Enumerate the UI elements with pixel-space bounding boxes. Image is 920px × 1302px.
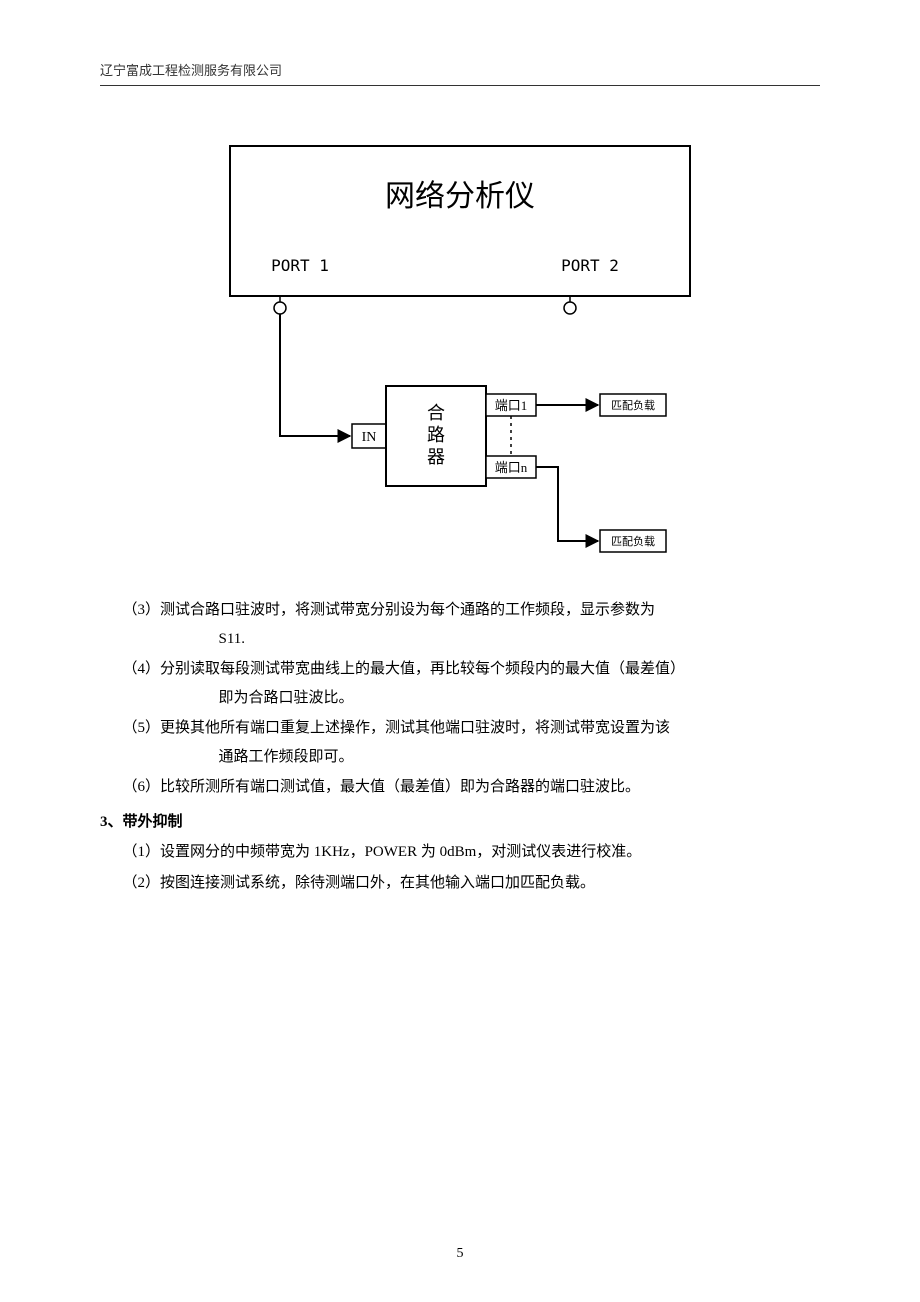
item-text-cont: 通路工作频段即可。	[171, 743, 821, 772]
diagram-svg: 网络分析仪 PORT 1 PORT 2 IN 合 路 器	[220, 136, 700, 566]
out-port1-label: 端口1	[495, 398, 528, 413]
body-text-block: （3）测试合路口驻波时，将测试带宽分别设为每个通路的工作频段，显示参数为 S11…	[100, 596, 820, 897]
item-number: （1）	[123, 844, 161, 860]
item-text: 分别读取每段测试带宽曲线上的最大值，再比较每个频段内的最大值（最差值）	[160, 661, 685, 677]
item-number: （4）	[123, 661, 161, 677]
load1-label: 匹配负载	[611, 398, 655, 412]
page-header-company: 辽宁富成工程检测服务有限公司	[100, 60, 820, 79]
load2-label: 匹配负载	[611, 534, 655, 548]
header-rule	[100, 85, 820, 86]
item-text-cont: 即为合路口驻波比。	[171, 684, 821, 713]
item-number: （5）	[123, 720, 161, 736]
list-item-4: （4）分别读取每段测试带宽曲线上的最大值，再比较每个频段内的最大值（最差值） 即…	[123, 655, 821, 712]
network-analyzer-diagram: 网络分析仪 PORT 1 PORT 2 IN 合 路 器	[220, 136, 700, 566]
section3-item-2: （2）按图连接测试系统，除待测端口外，在其他输入端口加匹配负载。	[123, 869, 821, 898]
combiner-char-1: 合	[427, 403, 445, 423]
item-number: （6）	[123, 779, 161, 795]
item-text-cont: S11.	[171, 625, 821, 654]
item-text: 比较所测所有端口测试值，最大值（最差值）即为合路器的端口驻波比。	[160, 779, 640, 795]
out-portn-label: 端口n	[495, 460, 528, 475]
item-text: 测试合路口驻波时，将测试带宽分别设为每个通路的工作频段，显示参数为	[160, 602, 655, 618]
page-number: 5	[0, 1246, 920, 1262]
document-page: 辽宁富成工程检测服务有限公司 网络分析仪 PORT 1 PORT 2	[0, 0, 920, 1302]
port1-connector-icon	[274, 302, 286, 314]
section-3-heading: 3、带外抑制	[100, 808, 820, 837]
port1-to-in-line	[280, 314, 350, 436]
combiner-char-3: 器	[427, 447, 445, 467]
item-text: 设置网分的中频带宽为 1KHz，POWER 为 0dBm，对测试仪表进行校准。	[160, 844, 641, 860]
item-text: 更换其他所有端口重复上述操作，测试其他端口驻波时，将测试带宽设置为该	[160, 720, 670, 736]
item-number: （2）	[123, 875, 161, 891]
item-text: 按图连接测试系统，除待测端口外，在其他输入端口加匹配负载。	[160, 875, 595, 891]
list-item-5: （5）更换其他所有端口重复上述操作，测试其他端口驻波时，将测试带宽设置为该 通路…	[123, 714, 821, 771]
list-item-6: （6）比较所测所有端口测试值，最大值（最差值）即为合路器的端口驻波比。	[123, 773, 821, 802]
analyzer-title: 网络分析仪	[385, 180, 535, 213]
portn-to-load-line	[536, 467, 598, 541]
port2-connector-icon	[564, 302, 576, 314]
in-label: IN	[362, 430, 377, 445]
section3-item-1: （1）设置网分的中频带宽为 1KHz，POWER 为 0dBm，对测试仪表进行校…	[123, 838, 821, 867]
item-number: （3）	[123, 602, 161, 618]
port1-label: PORT 1	[271, 256, 329, 275]
list-item-3: （3）测试合路口驻波时，将测试带宽分别设为每个通路的工作频段，显示参数为 S11…	[123, 596, 821, 653]
combiner-char-2: 路	[427, 425, 445, 445]
port2-label: PORT 2	[561, 256, 619, 275]
